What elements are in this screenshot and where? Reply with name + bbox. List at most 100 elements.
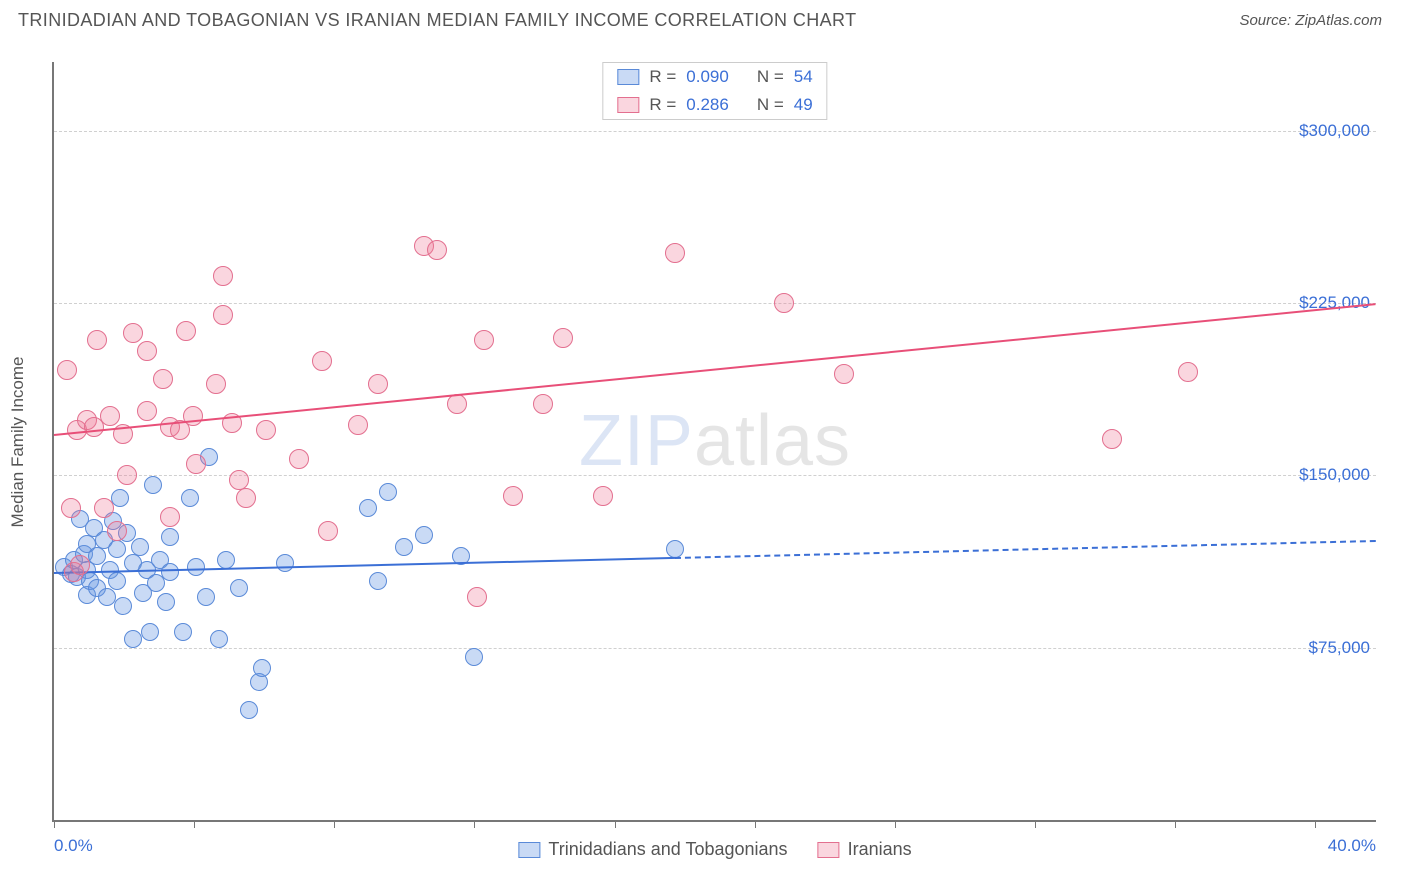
legend-stats-row: R = 0.286 N = 49 [603,91,826,119]
y-tick-label: $300,000 [1299,121,1370,141]
x-tick [194,820,195,828]
scatter-point [161,563,179,581]
chart-title: TRINIDADIAN AND TOBAGONIAN VS IRANIAN ME… [18,10,857,31]
legend-n-value: 54 [794,67,813,87]
x-axis-max: 40.0% [1328,836,1376,856]
legend-n-label: N = [757,95,784,115]
y-axis-label: Median Family Income [8,356,28,527]
legend-item: Trinidadians and Tobagonians [518,839,787,860]
scatter-point [137,401,157,421]
scatter-point [174,623,192,641]
scatter-point [213,266,233,286]
scatter-point [427,240,447,260]
legend-r-label: R = [649,95,676,115]
scatter-point [553,328,573,348]
scatter-point [369,572,387,590]
y-tick-label: $150,000 [1299,465,1370,485]
gridline [54,648,1376,649]
scatter-point [100,406,120,426]
scatter-point [187,558,205,576]
legend-label: Trinidadians and Tobagonians [548,839,787,860]
scatter-point [395,538,413,556]
scatter-point [240,701,258,719]
plot-area: ZIPatlas R = 0.090 N = 54 R = 0.286 N = … [52,62,1376,822]
legend-n-value: 49 [794,95,813,115]
gridline [54,131,1376,132]
plot-container: Median Family Income ZIPatlas R = 0.090 … [52,62,1376,822]
scatter-point [108,572,126,590]
scatter-point [160,507,180,527]
x-axis-min: 0.0% [54,836,93,856]
scatter-point [230,579,248,597]
scatter-point [666,540,684,558]
scatter-point [368,374,388,394]
scatter-point [256,420,276,440]
scatter-point [137,341,157,361]
scatter-point [474,330,494,350]
legend-r-value: 0.090 [686,67,729,87]
legend-r-value: 0.286 [686,95,729,115]
scatter-point [186,454,206,474]
scatter-point [834,364,854,384]
legend-r-label: R = [649,67,676,87]
scatter-point [98,588,116,606]
scatter-point [61,498,81,518]
legend-stats-row: R = 0.090 N = 54 [603,63,826,91]
legend-swatch [617,97,639,113]
scatter-point [94,498,114,518]
scatter-point [593,486,613,506]
scatter-point [131,538,149,556]
x-tick [895,820,896,828]
scatter-point [197,588,215,606]
legend-series: Trinidadians and Tobagonians Iranians [518,839,911,860]
legend-n-label: N = [757,67,784,87]
scatter-point [210,630,228,648]
scatter-point [236,488,256,508]
scatter-point [114,597,132,615]
legend-swatch [518,842,540,858]
scatter-point [87,330,107,350]
scatter-point [144,476,162,494]
x-tick [1175,820,1176,828]
gridline [54,303,1376,304]
trend-line [675,540,1376,559]
legend-label: Iranians [848,839,912,860]
scatter-point [181,489,199,507]
scatter-point [153,369,173,389]
source-credit: Source: ZipAtlas.com [1239,12,1382,29]
x-tick [755,820,756,828]
scatter-point [467,587,487,607]
legend-swatch [617,69,639,85]
scatter-point [141,623,159,641]
scatter-point [359,499,377,517]
scatter-point [447,394,467,414]
x-tick [1035,820,1036,828]
legend-stats: R = 0.090 N = 54 R = 0.286 N = 49 [602,62,827,120]
x-tick [474,820,475,828]
scatter-point [176,321,196,341]
x-tick [334,820,335,828]
scatter-point [70,555,90,575]
scatter-point [348,415,368,435]
watermark: ZIPatlas [579,400,851,482]
scatter-point [1102,429,1122,449]
scatter-point [774,293,794,313]
scatter-point [379,483,397,501]
x-tick [1315,820,1316,828]
scatter-point [253,659,271,677]
scatter-point [161,528,179,546]
scatter-point [503,486,523,506]
scatter-point [276,554,294,572]
x-tick [54,820,55,828]
scatter-point [108,540,126,558]
scatter-point [1178,362,1198,382]
scatter-point [415,526,433,544]
scatter-point [213,305,233,325]
scatter-point [318,521,338,541]
scatter-point [123,323,143,343]
scatter-point [289,449,309,469]
scatter-point [312,351,332,371]
scatter-point [465,648,483,666]
legend-swatch [818,842,840,858]
x-tick [615,820,616,828]
